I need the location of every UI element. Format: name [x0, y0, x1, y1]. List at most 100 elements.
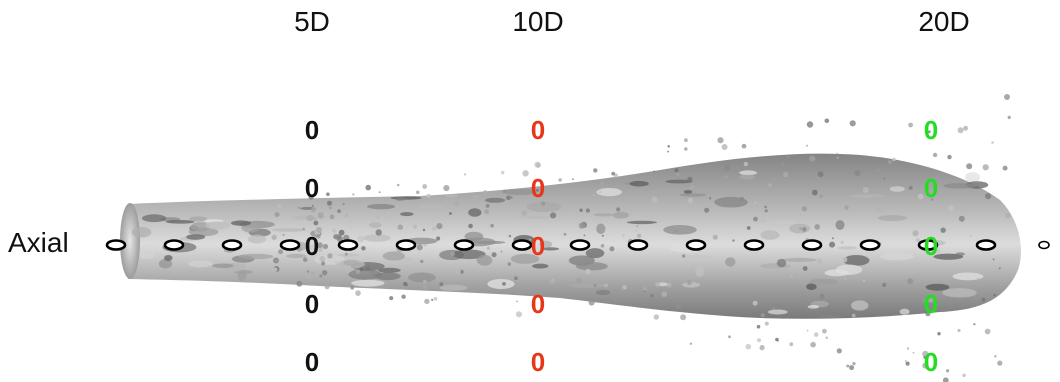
turbulence-speck: [449, 212, 452, 215]
turbulence-speck: [423, 243, 427, 247]
turbulence-speck: [687, 176, 693, 182]
turbulence-speck: [724, 165, 731, 172]
turbulence-speck: [636, 225, 639, 228]
turbulence-speck: [517, 261, 520, 264]
turbulence-streak: [400, 212, 414, 217]
turbulence-speck: [420, 259, 424, 264]
turbulence-streak: [942, 288, 977, 298]
axial-marker: [627, 239, 649, 251]
turbulence-streak: [248, 234, 267, 244]
turbulence-streak: [468, 208, 482, 217]
turbulence-streak: [843, 255, 870, 266]
turbulence-speck: [772, 307, 775, 310]
turbulence-speck: [599, 191, 602, 194]
turbulence-streak: [725, 257, 736, 267]
turbulence-speck: [1005, 212, 1011, 219]
turbulence-speck: [841, 256, 848, 263]
turbulence-speck: [355, 290, 361, 296]
turbulence-speck: [317, 212, 324, 219]
turbulence-speck: [852, 362, 856, 366]
turbulence-streak: [395, 197, 406, 201]
turbulence-speck: [957, 328, 961, 333]
turbulence-streak: [510, 253, 540, 264]
turbulence-speck: [801, 206, 808, 212]
turbulence-speck: [322, 270, 328, 276]
turbulence-speck: [844, 205, 849, 210]
turbulence-speck: [514, 276, 518, 281]
turbulence-speck: [993, 293, 996, 297]
turbulence-speck: [1004, 94, 1010, 100]
turbulence-streak: [682, 282, 701, 288]
label-axial: Axial: [8, 227, 69, 258]
axial-marker: [221, 239, 243, 251]
turbulence-streak: [142, 244, 160, 249]
turbulence-streak: [382, 251, 405, 261]
turbulence-streak: [835, 220, 845, 230]
turbulence-speck: [352, 193, 355, 196]
turbulence-speck: [925, 311, 931, 317]
turbulence-speck: [906, 347, 910, 350]
turbulence-speck: [942, 377, 949, 382]
turbulence-streak: [484, 197, 506, 203]
turbulence-streak: [526, 201, 562, 212]
turbulence-speck: [322, 243, 329, 250]
turbulence-speck: [814, 224, 820, 230]
turbulence-speck: [994, 355, 997, 358]
turbulence-streak: [889, 186, 905, 192]
turbulence-speck: [593, 168, 598, 173]
turbulence-speck: [507, 262, 511, 266]
turbulence-streak: [286, 253, 307, 259]
axial-marker: [511, 239, 533, 251]
turbulence-streak: [187, 260, 213, 268]
turbulence-speck: [816, 258, 823, 265]
turbulence-streak: [237, 270, 247, 281]
probe-20d-4: 0: [923, 289, 939, 319]
turbulence-speck: [908, 122, 913, 128]
turbulence-speck: [1002, 165, 1008, 171]
turbulence-streak: [952, 272, 984, 281]
turbulence-speck: [550, 212, 557, 219]
turbulence-speck: [515, 311, 523, 318]
turbulence-speck: [436, 236, 441, 241]
turbulence-speck: [687, 197, 693, 204]
label-10d: 10D: [512, 6, 564, 37]
probe-10d-5: 0: [530, 347, 546, 377]
probe-5d-2: 0: [304, 173, 320, 203]
turbulence-speck: [846, 364, 850, 368]
turbulence-speck: [313, 220, 319, 226]
turbulence-speck: [928, 130, 931, 134]
jet-core: [128, 153, 1021, 319]
turbulence-speck: [667, 150, 669, 153]
turbulence-speck: [704, 207, 710, 213]
turbulence-streak: [679, 193, 707, 197]
turbulence-speck: [611, 171, 616, 176]
turbulence-speck: [840, 240, 844, 245]
turbulence-speck: [359, 267, 364, 271]
turbulence-speck: [328, 206, 332, 210]
turbulence-streak: [593, 213, 615, 217]
turbulence-speck: [745, 343, 752, 350]
turbulence-speck: [572, 178, 574, 181]
turbulence-speck: [712, 234, 718, 240]
turbulence-streak: [714, 196, 748, 208]
turbulence-speck: [753, 216, 758, 222]
turbulence-speck: [740, 196, 745, 201]
turbulence-speck: [829, 241, 836, 248]
turbulence-speck: [302, 227, 305, 230]
turbulence-speck: [375, 210, 378, 213]
turbulence-speck: [689, 184, 695, 190]
turbulence-streak: [419, 204, 444, 209]
turbulence-streak: [629, 180, 649, 187]
turbulence-speck: [455, 268, 462, 275]
turbulence-speck: [376, 215, 380, 220]
turbulence-speck: [540, 201, 546, 206]
turbulence-speck: [966, 163, 973, 170]
turbulence-speck: [474, 195, 477, 198]
turbulence-speck: [483, 190, 487, 194]
turbulence-speck: [799, 227, 802, 230]
turbulence-speck: [278, 249, 283, 255]
turbulence-streak: [337, 259, 365, 269]
turbulence-streak: [850, 194, 886, 199]
turbulence-speck: [836, 152, 839, 155]
turbulence-streak: [141, 214, 167, 223]
